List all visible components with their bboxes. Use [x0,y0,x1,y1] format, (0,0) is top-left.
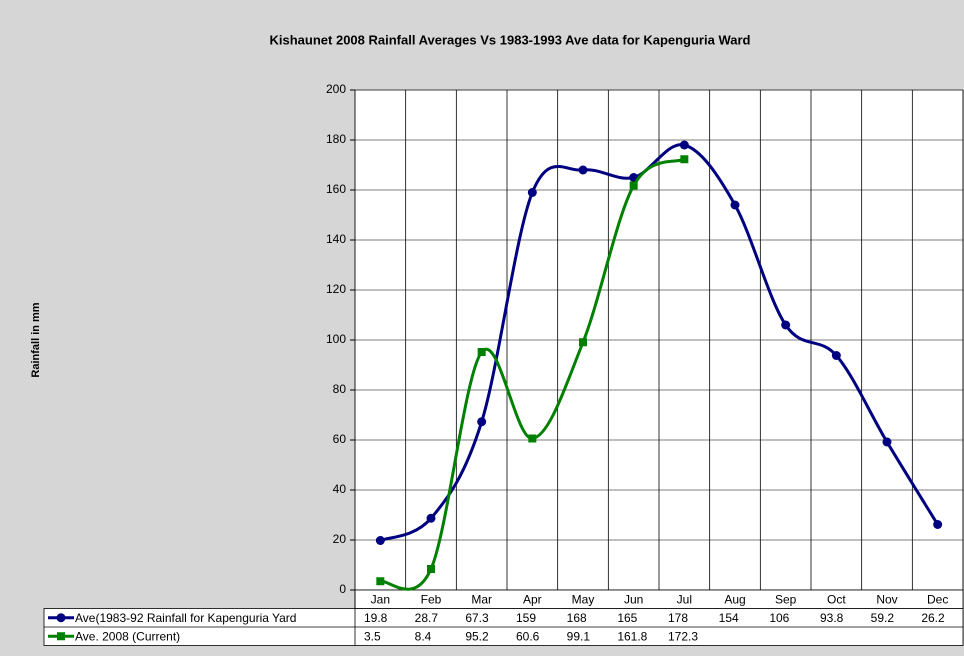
legend-label: Ave(1983-92 Rainfall for Kapenguria Yard [75,611,296,625]
table-value: 19.8 [364,611,388,625]
table-value: 99.1 [567,629,591,643]
point [831,351,841,360]
y-tick-label: 80 [333,382,347,396]
table-value: 95.2 [465,629,489,643]
table-value: 28.7 [415,611,439,625]
legend-label: Ave. 2008 (Current) [75,629,180,643]
y-tick-label: 120 [326,282,346,296]
series-line [379,157,686,591]
x-tick-label: Jul [677,592,692,606]
point [781,320,791,330]
y-tick-label: 160 [326,182,346,196]
table-value: 172.3 [668,629,698,643]
table-value: 8.4 [415,629,432,643]
x-tick-label: Jun [624,592,643,606]
point [730,200,740,210]
y-tick-label: 0 [339,582,346,596]
y-tick-label: 200 [326,82,346,96]
table-value: 168 [567,611,587,625]
table-value: 178 [668,611,688,625]
point [427,565,435,573]
table-value: 3.5 [364,629,381,643]
x-tick-label: Apr [523,592,542,606]
y-tick-label: 180 [326,132,346,146]
y-tick-label: 60 [333,432,347,446]
table-value: 67.3 [465,611,489,625]
table-value: 59.2 [871,611,895,625]
table-value: 60.6 [516,629,540,643]
legend-marker [56,613,66,623]
point [578,165,588,175]
x-tick-label: May [572,592,595,606]
y-tick-label: 20 [333,532,347,546]
y-tick-label: 100 [326,332,346,346]
x-tick-label: Mar [471,592,492,606]
table-value: 161.8 [617,629,647,643]
point [477,348,486,356]
point [579,338,587,347]
table-value: 93.8 [820,611,844,625]
category-row [354,589,964,609]
x-tick-label: Aug [724,592,745,606]
point [679,140,689,150]
point [933,520,943,529]
table-value: 154 [719,611,739,625]
table-value: 159 [516,611,536,625]
y-tick-label: 40 [333,482,347,496]
x-tick-label: Dec [927,592,948,606]
x-tick-label: Feb [421,592,442,606]
point [680,155,689,164]
point [375,536,385,545]
point [527,188,537,197]
x-tick-label: Oct [827,592,846,606]
point [477,417,487,427]
point [528,434,537,443]
y-tick-label: 140 [326,232,346,246]
point [882,437,892,447]
table-value: 26.2 [921,611,945,625]
chart-title: Kishaunet 2008 Rainfall Averages Vs 1983… [270,32,751,47]
table-value: 165 [617,611,637,625]
y-axis-label: Rainfall in mm [30,302,42,377]
point [426,513,436,523]
x-tick-label: Sep [775,592,797,606]
x-tick-label: Nov [876,592,897,606]
legend-marker [57,632,65,641]
table-value: 106 [769,611,789,625]
point [376,577,385,586]
x-tick-label: Jan [371,592,390,606]
point [629,181,638,190]
